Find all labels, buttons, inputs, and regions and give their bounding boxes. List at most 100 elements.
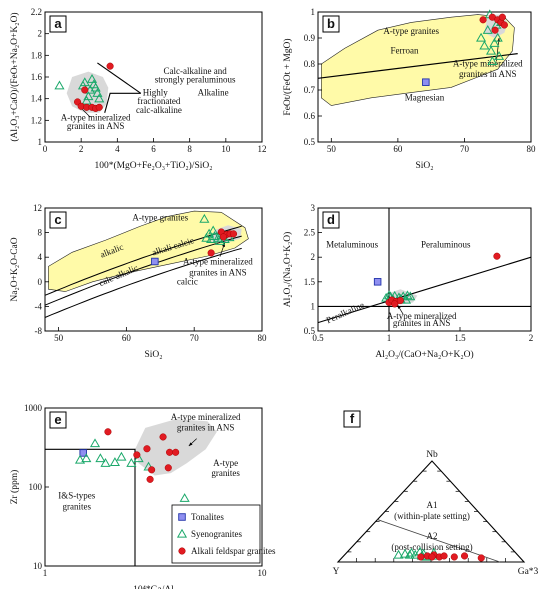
legend-entry: Alkali feldspar granites xyxy=(191,546,276,556)
y-tick-label: 1 xyxy=(311,7,316,17)
point-d-triangle-10 xyxy=(405,291,416,301)
arrow-line xyxy=(496,37,500,62)
point-b-square-0 xyxy=(422,78,430,86)
point-e-circle-0 xyxy=(104,428,112,436)
point-f-circle-5 xyxy=(450,553,458,561)
arrow-head xyxy=(397,304,401,309)
x-tick-label: 2 xyxy=(529,333,534,343)
y-tick-label: 1 xyxy=(311,301,316,311)
point-e-circle-2 xyxy=(143,445,151,453)
point-c-triangle-0 xyxy=(199,213,210,223)
field-label: granites xyxy=(62,501,91,511)
point-e-triangle-9 xyxy=(179,493,190,502)
atype-field xyxy=(48,210,249,292)
point-a-circle-5 xyxy=(95,103,103,111)
field-label: strongly peraluminous xyxy=(155,74,236,84)
x-tick-label: 60 xyxy=(393,144,403,154)
y-tick-label: 2 xyxy=(311,252,316,262)
y-tick-label: 1.5 xyxy=(304,277,316,287)
field-label: A1 xyxy=(427,500,438,510)
ferroan-magnesian-boundary xyxy=(317,53,518,79)
point-e-circle-1 xyxy=(133,451,141,459)
panel-e: 110101001000e10⁴*Ga/AlZr (ppm)A-type min… xyxy=(9,403,276,589)
point-a-triangle-4 xyxy=(90,82,101,92)
point-c-triangle-9 xyxy=(201,232,212,242)
y-tick-label: -4 xyxy=(35,301,43,311)
point-a-triangle-2 xyxy=(86,73,98,83)
field-label: A-type granites xyxy=(383,26,439,36)
legend-entry: Syenogranites xyxy=(191,529,242,539)
y-axis-label: Na₂O+K₂O-CaO xyxy=(10,237,20,301)
legend-box xyxy=(171,504,261,564)
panel-label: f xyxy=(350,411,355,426)
field-label: granites in ANS xyxy=(177,422,235,432)
y-tick-label: 0.9 xyxy=(304,33,316,43)
ans-field xyxy=(135,419,217,476)
apex-label: Y xyxy=(333,567,340,577)
point-b-circle-0 xyxy=(479,16,487,24)
y-axis-label: Al₂O₃/(Na₂O+K₂O) xyxy=(282,232,293,308)
legend-marker-square xyxy=(178,513,186,521)
point-e-circle-8 xyxy=(172,448,180,456)
y-tick-label: 2.5 xyxy=(304,228,316,238)
panel-label-box xyxy=(343,410,361,428)
arrow-head xyxy=(188,442,193,447)
point-e-triangle-3 xyxy=(100,458,111,467)
panel-label-box xyxy=(49,211,67,229)
y-tick-label: -8 xyxy=(35,326,43,336)
panel-label-box xyxy=(322,211,340,229)
point-a-circle-7 xyxy=(106,62,114,70)
field-label: A-type mineralized xyxy=(61,112,131,122)
series-boundary xyxy=(44,225,242,296)
point-f-circle-7 xyxy=(477,554,485,562)
plot-frame xyxy=(317,207,532,332)
point-c-circle-4 xyxy=(229,230,238,238)
apex-label: Ga*3 xyxy=(518,567,539,577)
y-tick-label: 0.5 xyxy=(304,326,316,336)
point-c-square-0 xyxy=(151,257,159,266)
point-d-circle-4 xyxy=(391,300,399,308)
y-tick-label: 1 xyxy=(38,137,43,147)
y-tick-label: 0.7 xyxy=(304,85,316,95)
panel-label: c xyxy=(54,212,61,227)
series-boundary xyxy=(44,235,242,306)
ist-boundary xyxy=(45,448,136,566)
field-label: granites in ANS xyxy=(189,268,247,278)
y-tick-label: 0.5 xyxy=(304,137,316,147)
panel-f: f Nb Y Ga*3 A1(within-plate setting) A2(post-… xyxy=(333,410,539,577)
point-f-circle-6 xyxy=(460,552,469,560)
x-tick-label: 4 xyxy=(115,144,120,154)
point-b-circle-4 xyxy=(500,21,508,29)
field-label: A-type mineralized xyxy=(453,59,523,69)
point-e-triangle-4 xyxy=(109,457,120,467)
field-label: (post-collision setting) xyxy=(391,542,472,552)
field-label: A2 xyxy=(427,531,438,541)
field-label: granites xyxy=(211,468,240,478)
panel-label-box xyxy=(49,15,67,33)
series-boundary xyxy=(44,247,242,318)
y-tick-label: 4 xyxy=(38,252,43,262)
point-f-circle-8 xyxy=(428,553,436,561)
point-f-circle-0 xyxy=(417,553,425,561)
panel-c: 50 60 70 80 -8 -4 0 4 8 12 c SiO₂ Na₂O+K₂O-CaO A-type… xyxy=(10,203,267,360)
point-e-circle-3 xyxy=(148,466,156,474)
x-tick-label: 12 xyxy=(258,144,267,154)
y-tick-label: 1.4 xyxy=(31,94,43,104)
x-tick-label: 0 xyxy=(43,144,48,154)
field-label: granites in ANS xyxy=(393,318,451,328)
panel-b: 50 60 70 80 0.5 0.6 0.7 0.8 0.9 1 b SiO₂ FeOt/(FeOt … xyxy=(282,7,536,171)
x-tick-label: 1 xyxy=(43,568,48,578)
point-c-triangle-7 xyxy=(204,228,215,238)
field-label: Ferroan xyxy=(391,46,419,56)
legend-marker-circle xyxy=(178,547,186,555)
y-tick-label: 2.2 xyxy=(31,7,42,17)
point-b-triangle-0 xyxy=(476,32,487,42)
y-tick-label: 1000 xyxy=(24,403,43,413)
point-b-triangle-5 xyxy=(492,32,503,42)
x-axis-label: Al₂O₃/(CaO+Na₂O+K₂O) xyxy=(375,349,473,360)
point-e-triangle-1 xyxy=(89,438,101,448)
field-label: Metaluminous xyxy=(326,239,378,249)
point-a-circle-6 xyxy=(81,86,89,94)
point-d-circle-3 xyxy=(396,296,404,305)
point-c-triangle-10 xyxy=(208,225,219,235)
